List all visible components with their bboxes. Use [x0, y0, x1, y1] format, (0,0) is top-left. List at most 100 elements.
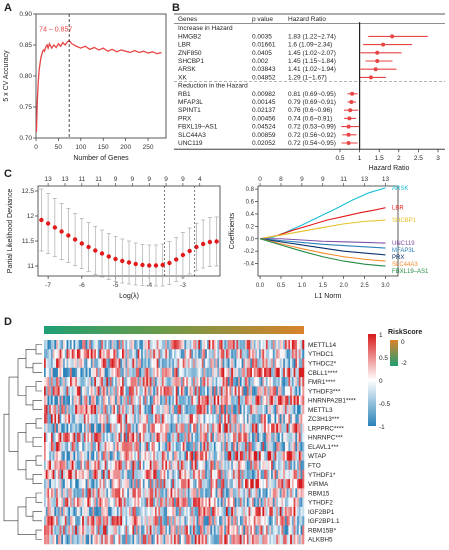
- heatmap-cell: [104, 414, 107, 424]
- heatmap-cell: [267, 432, 270, 443]
- heatmap-cell: [243, 460, 246, 471]
- heatmap-cell: [231, 377, 234, 387]
- heatmap-cell: [144, 432, 147, 443]
- heatmap-cell: [113, 377, 116, 387]
- heatmap-cell: [196, 488, 199, 498]
- heatmap-cell: [56, 525, 59, 536]
- heatmap-cell: [94, 423, 97, 434]
- heatmap-cell: [291, 386, 294, 396]
- risk-score-bar: [44, 326, 304, 334]
- heatmap-cell: [75, 469, 78, 480]
- heatmap-cell: [146, 488, 149, 498]
- heatmap-cell: [94, 349, 97, 359]
- heatmap-cell: [298, 423, 301, 434]
- heatmap-cell: [165, 432, 168, 443]
- heatmap-cell: [106, 377, 109, 387]
- heatmap-cell: [177, 516, 180, 526]
- heatmap-cell: [47, 404, 50, 415]
- heatmap-cell: [174, 534, 177, 545]
- heatmap-cell: [78, 469, 81, 480]
- heatmap-cell: [286, 395, 289, 406]
- heatmap-cell: [148, 516, 151, 526]
- heatmap-cell: [54, 534, 57, 545]
- heatmap-cell: [56, 497, 59, 508]
- heatmap-row-label: YTHDF1*: [308, 472, 336, 479]
- heatmap-cell: [92, 479, 95, 489]
- heatmap-cell: [47, 423, 50, 434]
- heatmap-cell: [276, 349, 279, 359]
- heatmap-cell: [193, 404, 196, 415]
- heatmap-cell: [208, 479, 211, 489]
- heatmap-cell: [191, 479, 194, 489]
- heatmap-cell: [184, 414, 187, 424]
- x-tick-label: 0: [34, 144, 38, 151]
- heatmap-cell: [281, 349, 284, 359]
- heatmap-cell: [260, 479, 263, 489]
- heatmap-cell: [83, 414, 86, 424]
- heatmap-cell: [127, 432, 130, 443]
- heatmap-cell: [156, 349, 159, 359]
- heatmap-cell: [291, 423, 294, 434]
- heatmap-cell: [213, 340, 216, 350]
- heatmap-cell: [271, 497, 274, 508]
- heatmap-cell: [250, 349, 253, 359]
- heatmap-cell: [257, 386, 260, 396]
- heatmap-cell: [63, 469, 66, 480]
- heatmap-cell: [153, 442, 156, 452]
- heatmap-cell: [122, 506, 125, 517]
- heatmap-cell: [64, 525, 67, 536]
- heatmap-cell: [96, 488, 99, 498]
- increase-gene-name: LBR: [178, 42, 191, 49]
- heatmap-cell: [276, 358, 279, 369]
- heatmap-cell: [288, 516, 291, 526]
- heatmap-cell: [168, 516, 171, 526]
- heatmap-cell: [127, 367, 130, 378]
- increase-p-value: 0.03843: [252, 66, 276, 73]
- heatmap-cell: [149, 488, 152, 498]
- heatmap-cell: [286, 451, 289, 461]
- heatmap-cell: [132, 340, 135, 350]
- heatmap-cell: [288, 469, 291, 480]
- heatmap-cell: [104, 386, 107, 396]
- heatmap-cell: [252, 386, 255, 396]
- heatmap-cell: [128, 506, 131, 517]
- heatmap-cell: [141, 404, 144, 415]
- heatmap-cell: [99, 423, 102, 434]
- dendrogram-branch: [17, 358, 26, 396]
- heatmap-cell: [61, 488, 64, 498]
- heatmap-cell: [186, 442, 189, 452]
- heatmap-cell: [184, 488, 187, 498]
- heatmap-cell: [278, 423, 281, 434]
- heatmap-cell: [236, 516, 239, 526]
- heatmap-cell: [246, 367, 249, 378]
- heatmap-cell: [262, 497, 265, 508]
- heatmap-cell: [210, 488, 213, 498]
- heatmap-cell: [253, 451, 256, 461]
- heatmap-cell: [236, 414, 239, 424]
- heatmap-cell: [45, 442, 48, 452]
- heatmap-cell: [281, 377, 284, 387]
- heatmap-cell: [49, 525, 52, 536]
- heatmap-cell: [160, 414, 163, 424]
- heatmap-cell: [116, 442, 119, 452]
- heatmap-cell: [172, 516, 175, 526]
- heatmap-cell: [45, 497, 48, 508]
- heatmap-cell: [82, 340, 85, 350]
- deviance-point: [72, 237, 78, 242]
- heatmap-cell: [151, 358, 154, 369]
- heatmap-cell: [153, 349, 156, 359]
- heatmap-cell: [246, 340, 249, 350]
- heatmap-cell: [149, 479, 152, 489]
- heatmap-cell: [47, 516, 50, 526]
- heatmap-cell: [73, 460, 76, 471]
- heatmap-cell: [257, 404, 260, 415]
- reduction-p-value: 0.00456: [252, 115, 276, 122]
- heatmap-cell: [194, 358, 197, 369]
- heatmap-cell: [130, 386, 133, 396]
- heatmap-cell: [241, 432, 244, 443]
- heatmap-cell: [49, 404, 52, 415]
- heatmap-cell: [161, 432, 164, 443]
- heatmap-cell: [122, 395, 125, 406]
- heatmap-cell: [115, 423, 118, 434]
- heatmap-cell: [217, 525, 220, 536]
